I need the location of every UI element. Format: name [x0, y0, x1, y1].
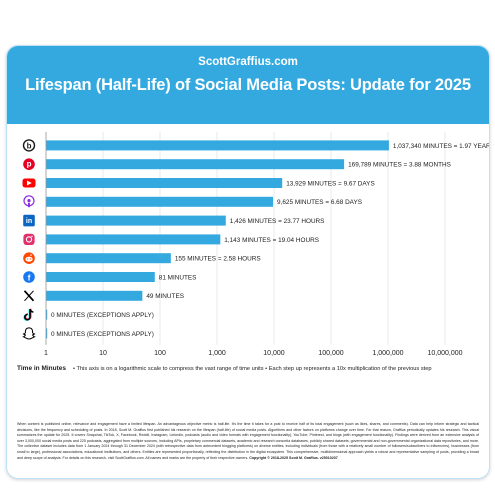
svg-text:in: in [26, 218, 32, 225]
snapchat-icon [22, 327, 36, 340]
x-axis-label: Time in Minutes [17, 365, 66, 372]
pinterest-icon: p [23, 158, 35, 170]
facebook-icon: f [23, 271, 35, 283]
data-label: 0 MINUTES (EXCEPTIONS APPLY) [51, 312, 154, 319]
site-name[interactable]: ScottGraffius.com [198, 56, 298, 68]
data-label: 49 MINUTES [146, 293, 184, 300]
linkedin-icon: in [23, 214, 35, 227]
bar [46, 140, 389, 151]
blog-icon: b [22, 139, 36, 152]
data-label: 1,426 MINUTES = 23.77 HOURS [230, 218, 325, 225]
footnote: When content is published online, releva… [17, 422, 479, 461]
bar [46, 253, 171, 264]
bar [46, 159, 345, 170]
bar [46, 290, 143, 301]
data-label: 169,789 MINUTES = 3.88 MONTHS [348, 162, 451, 169]
bar [46, 215, 226, 226]
x-tick-label: 10 [99, 350, 107, 357]
header-banner: ScottGraffius.com Lifespan (Half-Life) o… [7, 46, 489, 124]
x-tick-label: 1,000 [208, 350, 226, 357]
data-label: 0 MINUTES (EXCEPTIONS APPLY) [51, 331, 154, 338]
x-tick-label: 10,000,000 [427, 350, 462, 357]
x-tick-label: 100 [154, 350, 166, 357]
bar [46, 234, 221, 245]
bar [46, 272, 155, 282]
svg-text:f: f [28, 272, 31, 282]
tiktok-icon [23, 308, 34, 321]
data-label: 1,037,340 MINUTES = 1.97 YEARS [393, 143, 489, 150]
x-tick-label: 1 [44, 350, 48, 357]
bar [46, 328, 48, 339]
reddit-icon [23, 252, 35, 264]
podcast-icon [23, 195, 35, 208]
copyright: Copyright © 2018-2025 Scott M. Graffius.… [249, 455, 338, 460]
x-icon [23, 290, 35, 302]
x-tick-label: 1,000,000 [372, 350, 403, 357]
x-axis-note: • This axis is on a logarithmic scale to… [73, 366, 432, 372]
youtube-icon [22, 178, 36, 188]
svg-text:p: p [27, 160, 32, 169]
page-title: Lifespan (Half-Life) of Social Media Pos… [25, 76, 471, 94]
data-label: 155 MINUTES = 2.58 HOURS [175, 256, 261, 263]
data-label: 9,625 MINUTES = 6.68 DAYS [277, 199, 362, 206]
data-label: 1,143 MINUTES = 19.04 HOURS [224, 237, 319, 244]
x-tick-label: 10,000 [263, 350, 285, 357]
svg-text:b: b [27, 141, 32, 150]
instagram-icon [23, 233, 35, 245]
data-label: 81 MINUTES [159, 274, 197, 281]
footnote-text: When content is published online, releva… [17, 422, 479, 460]
bar [46, 178, 283, 188]
bar [46, 309, 48, 320]
bar [46, 196, 274, 207]
infographic-card: ScottGraffius.com Lifespan (Half-Life) o… [6, 45, 490, 479]
x-tick-label: 100,000 [318, 350, 343, 357]
data-label: 13,929 MINUTES = 9.67 DAYS [286, 180, 375, 187]
lifespan-chart: 1 10 100 1,000 10,000 100,000 1,000,000 10,000,… [17, 132, 489, 372]
